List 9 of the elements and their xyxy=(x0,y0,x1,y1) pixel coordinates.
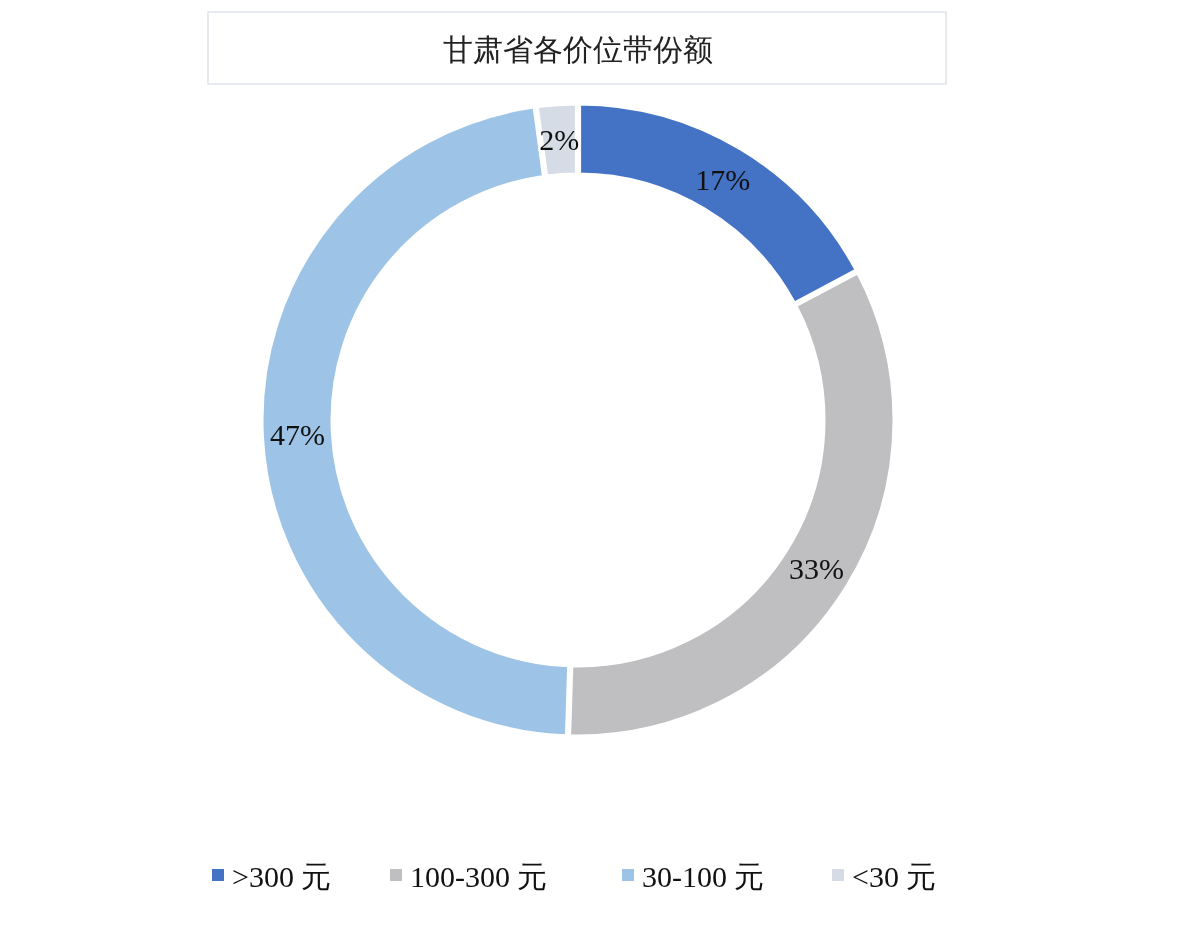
legend-label: >300 元 xyxy=(232,859,332,893)
data-label: 17% xyxy=(695,162,751,196)
legend-label: 30-100 元 xyxy=(642,859,765,893)
legend-label: <30 元 xyxy=(852,859,937,893)
chart-title: 甘肃省各价位带份额 xyxy=(443,32,713,67)
legend-label: 100-300 元 xyxy=(410,859,548,893)
data-label: 2% xyxy=(539,123,580,157)
data-label: 33% xyxy=(789,551,845,585)
data-label: 47% xyxy=(269,417,325,451)
